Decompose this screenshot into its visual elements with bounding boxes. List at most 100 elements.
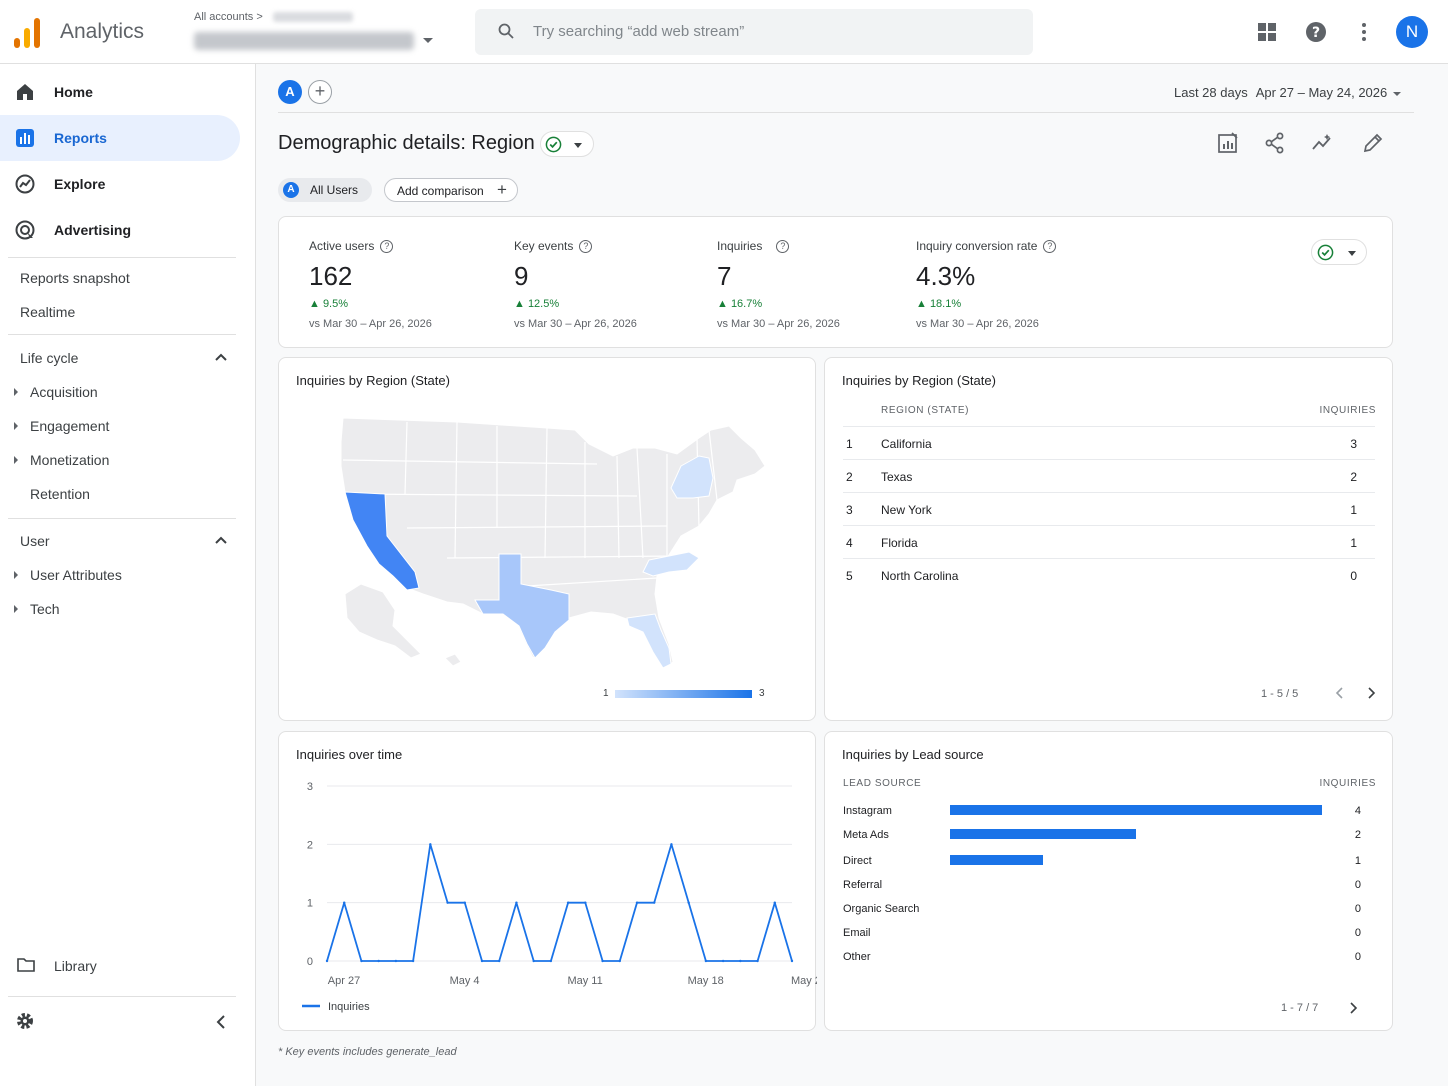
share-icon[interactable]	[1264, 132, 1286, 154]
date-range-selector[interactable]: Last 28 days Apr 27 – May 24, 2026	[1174, 85, 1402, 100]
column-header-inquiries[interactable]: INQUIRIES	[1319, 778, 1376, 789]
sidebar-item-library[interactable]: Library	[54, 958, 97, 974]
y-tick-label: 3	[307, 781, 313, 793]
row-value: 1	[1350, 503, 1357, 517]
chevron-up-icon[interactable]	[214, 535, 228, 545]
search-input[interactable]: Try searching “add web stream”	[533, 23, 745, 40]
help-circle-icon[interactable]: ?	[579, 240, 593, 254]
kpi-change: ▲ 16.7%	[717, 298, 763, 310]
column-header-inquiries[interactable]: INQUIRIES	[1319, 405, 1376, 416]
kpi-status-button[interactable]	[1311, 239, 1367, 265]
footnote: * Key events includes generate_lead	[278, 1046, 457, 1058]
nav-advertising-label: Advertising	[54, 222, 132, 238]
sidebar-item-engagement[interactable]: Engagement	[14, 418, 109, 434]
chevron-right-icon[interactable]	[1348, 1002, 1358, 1014]
expand-arrow-icon	[14, 605, 18, 614]
chevron-right-icon[interactable]	[1366, 687, 1376, 699]
map-state-florida	[626, 613, 672, 669]
data-point	[446, 901, 449, 904]
help-circle-icon[interactable]: ?	[1043, 240, 1057, 254]
add-segment-button[interactable]: +	[308, 80, 332, 104]
help-circle-icon[interactable]: ?	[776, 240, 790, 254]
page-title: Demographic details: Region	[278, 132, 535, 154]
kpi-label: Key events	[514, 239, 574, 253]
sidebar-divider	[8, 518, 236, 519]
chevron-left-icon[interactable]	[1335, 687, 1345, 699]
kpi-label: Inquiries	[717, 239, 763, 253]
account-breadcrumb[interactable]: All accounts >	[194, 11, 353, 23]
line-chart-title: Inquiries over time	[296, 747, 403, 762]
sidebar-item-monetization[interactable]: Monetization	[14, 452, 109, 468]
more-vert-icon[interactable]	[1352, 20, 1376, 44]
analytics-logo-icon[interactable]	[14, 16, 42, 48]
customize-report-icon[interactable]	[1217, 132, 1239, 154]
map-legend-min: 1	[603, 688, 609, 699]
search-bar[interactable]	[475, 9, 1033, 55]
caret-down-icon	[1393, 91, 1402, 96]
help-icon[interactable]: ?	[1304, 20, 1328, 44]
series-line-inquiries	[326, 843, 793, 962]
lead-source-row[interactable]: Email 0	[843, 922, 1377, 946]
caret-down-icon	[1348, 251, 1356, 256]
lead-source-row[interactable]: Direct 1	[843, 850, 1377, 874]
section-lifecycle[interactable]: Life cycle	[20, 350, 79, 366]
settings-gear-icon[interactable]	[15, 1011, 35, 1031]
report-status-button[interactable]	[540, 131, 594, 157]
help-circle-icon[interactable]: ?	[380, 240, 394, 254]
us-states-map[interactable]	[337, 408, 777, 678]
edit-pencil-icon[interactable]	[1362, 132, 1384, 154]
insights-icon[interactable]	[1311, 132, 1333, 154]
account-caret-icon[interactable]	[423, 38, 433, 43]
lead-source-row[interactable]: Meta Ads 2	[843, 824, 1377, 848]
table-row[interactable]: 4 Florida 1	[843, 525, 1375, 558]
map-legend-gradient	[615, 690, 752, 698]
data-point	[360, 959, 363, 963]
lead-source-row[interactable]: Organic Search 0	[843, 898, 1377, 922]
segment-avatar[interactable]: A	[278, 80, 302, 104]
avatar[interactable]: N	[1396, 16, 1428, 48]
map-grid	[342, 421, 718, 587]
data-point	[618, 959, 621, 963]
lead-source-row[interactable]: Other 0	[843, 946, 1377, 970]
table-row[interactable]: 5 North Carolina 0	[843, 558, 1375, 591]
sidebar-item-reports-snapshot[interactable]: Reports snapshot	[20, 270, 130, 286]
apps-grid-icon[interactable]	[1255, 20, 1279, 44]
column-header-lead-source[interactable]: LEAD SOURCE	[843, 778, 922, 789]
data-point	[635, 901, 639, 904]
kpi-change: ▲ 18.1%	[916, 298, 962, 310]
sidebar-item-tech[interactable]: Tech	[14, 601, 60, 617]
table-row[interactable]: 2 Texas 2	[843, 459, 1375, 492]
nav-reports[interactable]: Reports	[0, 115, 240, 161]
lead-source-row[interactable]: Referral 0	[843, 874, 1377, 898]
lead-source-value: 0	[1354, 927, 1361, 939]
nav-home[interactable]: Home	[0, 69, 240, 115]
table-row[interactable]: 1 California 3	[843, 426, 1375, 459]
legend-label: Inquiries	[328, 1001, 370, 1013]
data-point	[463, 901, 466, 904]
add-comparison-button[interactable]: Add comparison +	[384, 178, 518, 202]
sidebar-item-retention[interactable]: Retention	[30, 486, 90, 502]
lead-source-value: 0	[1354, 879, 1361, 891]
plus-icon: +	[497, 180, 507, 199]
row-rank: 3	[846, 503, 853, 517]
kpi-compare: vs Mar 30 – Apr 26, 2026	[309, 318, 432, 330]
collapse-sidebar-icon[interactable]	[215, 1014, 227, 1030]
table-row[interactable]: 3 New York 1	[843, 492, 1375, 525]
nav-advertising[interactable]: Advertising	[0, 207, 240, 253]
sidebar-item-realtime[interactable]: Realtime	[20, 304, 76, 320]
data-point	[601, 959, 604, 963]
row-region: North Carolina	[881, 569, 959, 583]
chevron-up-icon[interactable]	[214, 352, 228, 362]
column-header-region[interactable]: REGION (STATE)	[881, 405, 970, 416]
nav-explore[interactable]: Explore	[0, 161, 240, 207]
account-name-redacted[interactable]	[194, 32, 414, 50]
sidebar-item-user-attributes[interactable]: User Attributes	[14, 567, 122, 583]
lead-source-row[interactable]: Instagram 4	[843, 800, 1377, 824]
section-user[interactable]: User	[20, 533, 50, 549]
lead-source-label: Instagram	[843, 805, 892, 817]
segment-chip-all-users[interactable]: A All Users	[278, 178, 372, 202]
kpi-value: 7	[717, 261, 732, 291]
sidebar-item-acquisition[interactable]: Acquisition	[14, 384, 98, 400]
data-point	[773, 901, 776, 904]
